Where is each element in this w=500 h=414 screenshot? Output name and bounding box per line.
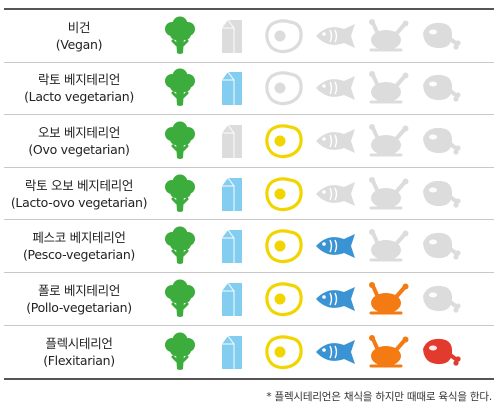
diet-name-korean: 페스코 베지테리언	[32, 230, 126, 246]
diet-name-korean: 폴로 베지테리언	[37, 282, 121, 298]
diet-row: 플렉시테리언 (Flexitarian)	[4, 326, 494, 379]
fish-icon	[310, 330, 362, 374]
egg-icon	[258, 119, 310, 163]
fish-icon	[310, 224, 362, 268]
poultry-icon	[362, 224, 414, 268]
meat-icon	[414, 330, 466, 374]
diet-row: 오보 베지테리언 (Ovo vegetarian)	[4, 115, 494, 168]
diet-label: 락토 베지테리언 (Lacto vegetarian)	[4, 71, 154, 105]
diet-name-english: (Vegan)	[55, 36, 103, 52]
milk-carton-icon	[206, 330, 258, 374]
diet-name-korean: 락토 오보 베지테리언	[24, 177, 134, 193]
fish-icon	[310, 119, 362, 163]
broccoli-icon	[154, 224, 206, 268]
meat-icon	[414, 14, 466, 58]
fish-icon	[310, 172, 362, 216]
diet-name-korean: 플렉시테리언	[45, 335, 113, 351]
food-icons	[154, 66, 466, 110]
diet-name-english: (Lacto vegetarian)	[24, 89, 134, 105]
broccoli-icon	[154, 172, 206, 216]
poultry-icon	[362, 14, 414, 58]
egg-icon	[258, 172, 310, 216]
diet-label: 플렉시테리언 (Flexitarian)	[4, 335, 154, 369]
egg-icon	[258, 66, 310, 110]
food-icons	[154, 224, 466, 268]
food-icons	[154, 119, 466, 163]
milk-carton-icon	[206, 119, 258, 163]
fish-icon	[310, 14, 362, 58]
diet-name-korean: 오보 베지테리언	[37, 124, 121, 140]
milk-carton-icon	[206, 224, 258, 268]
meat-icon	[414, 172, 466, 216]
broccoli-icon	[154, 119, 206, 163]
egg-icon	[258, 224, 310, 268]
egg-icon	[258, 330, 310, 374]
diet-row: 비건 (Vegan)	[4, 10, 494, 63]
diet-name-english: (Lacto-ovo vegetarian)	[10, 194, 148, 210]
meat-icon	[414, 224, 466, 268]
milk-carton-icon	[206, 277, 258, 321]
footnote: * 플렉시테리언은 채식을 하지만 때때로 육식을 한다.	[266, 391, 492, 403]
poultry-icon	[362, 66, 414, 110]
diet-label: 페스코 베지테리언 (Pesco-vegetarian)	[4, 229, 154, 263]
egg-icon	[258, 14, 310, 58]
poultry-icon	[362, 172, 414, 216]
food-icons	[154, 330, 466, 374]
diet-name-korean: 비건	[67, 19, 91, 35]
broccoli-icon	[154, 330, 206, 374]
poultry-icon	[362, 119, 414, 163]
meat-icon	[414, 66, 466, 110]
diet-row: 폴로 베지테리언 (Pollo-vegetarian)	[4, 273, 494, 326]
meat-icon	[414, 277, 466, 321]
food-icons	[154, 14, 466, 58]
milk-carton-icon	[206, 14, 258, 58]
diet-name-english: (Pollo-vegetarian)	[26, 299, 132, 315]
poultry-icon	[362, 277, 414, 321]
fish-icon	[310, 66, 362, 110]
meat-icon	[414, 119, 466, 163]
diet-name-korean: 락토 베지테리언	[37, 72, 121, 88]
diet-name-english: (Pesco-vegetarian)	[22, 247, 136, 263]
diet-row: 락토 오보 베지테리언 (Lacto-ovo vegetarian)	[4, 168, 494, 221]
diet-label: 비건 (Vegan)	[4, 19, 154, 53]
broccoli-icon	[154, 66, 206, 110]
food-icons	[154, 172, 466, 216]
diet-table: 비건 (Vegan)	[4, 8, 494, 381]
diet-row: 페스코 베지테리언 (Pesco-vegetarian)	[4, 220, 494, 273]
broccoli-icon	[154, 277, 206, 321]
diet-label: 폴로 베지테리언 (Pollo-vegetarian)	[4, 282, 154, 316]
milk-carton-icon	[206, 66, 258, 110]
diet-name-english: (Flexitarian)	[43, 352, 115, 368]
diet-label: 오보 베지테리언 (Ovo vegetarian)	[4, 124, 154, 158]
diet-name-english: (Ovo vegetarian)	[28, 141, 130, 157]
fish-icon	[310, 277, 362, 321]
food-icons	[154, 277, 466, 321]
diet-label: 락토 오보 베지테리언 (Lacto-ovo vegetarian)	[4, 177, 154, 211]
milk-carton-icon	[206, 172, 258, 216]
broccoli-icon	[154, 14, 206, 58]
poultry-icon	[362, 330, 414, 374]
diet-row: 락토 베지테리언 (Lacto vegetarian)	[4, 63, 494, 116]
egg-icon	[258, 277, 310, 321]
